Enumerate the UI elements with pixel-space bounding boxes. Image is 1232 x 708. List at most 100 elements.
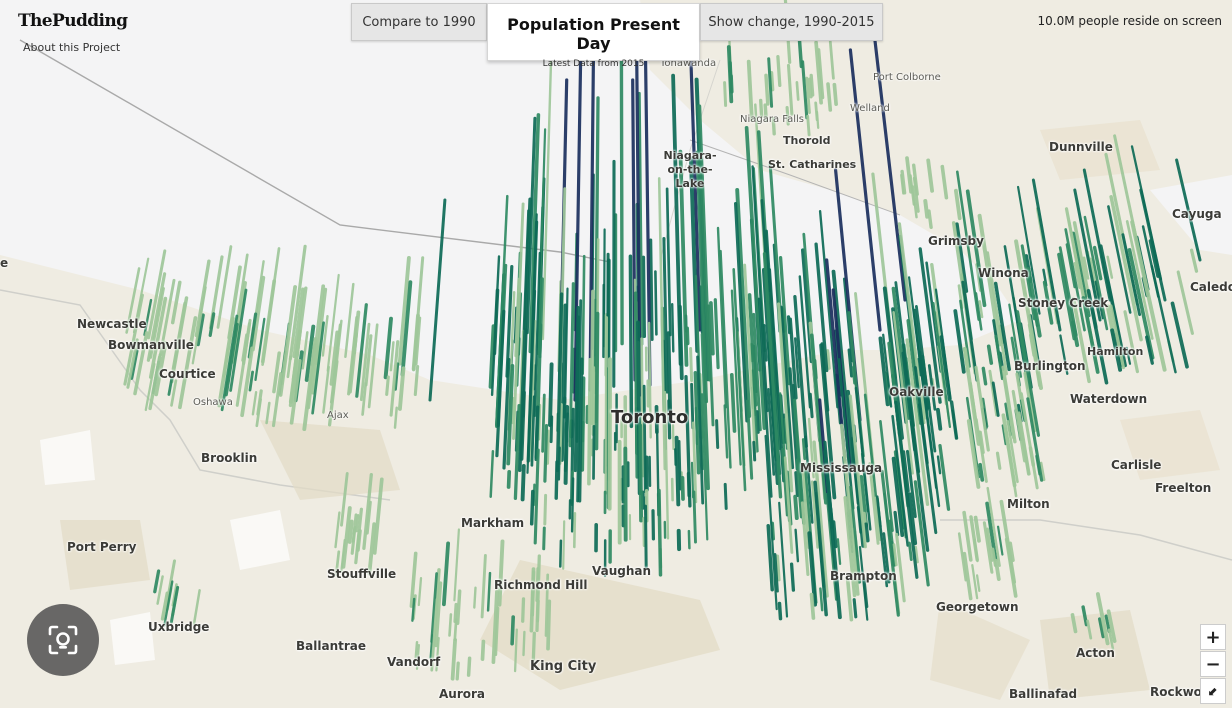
population-bar xyxy=(847,348,854,378)
population-bar xyxy=(959,299,971,368)
population-bar xyxy=(988,369,999,417)
population-bar xyxy=(251,391,258,416)
population-bar xyxy=(490,255,501,396)
population-bar xyxy=(891,414,910,547)
population-bar xyxy=(322,365,330,414)
population-bar xyxy=(354,507,363,565)
population-bar xyxy=(488,324,496,389)
population-bar xyxy=(823,449,842,620)
population-bar xyxy=(208,312,216,337)
population-bar xyxy=(480,639,486,661)
population-bar xyxy=(441,541,451,607)
population-bar xyxy=(715,419,720,449)
population-bar xyxy=(169,585,180,624)
population-bar xyxy=(513,628,518,673)
population-bar xyxy=(775,554,781,582)
population-bar xyxy=(1058,246,1078,337)
population-bar xyxy=(385,375,390,396)
population-bar xyxy=(250,275,266,352)
population-bar xyxy=(706,304,715,427)
population-bar xyxy=(978,300,984,319)
population-bar xyxy=(837,358,855,510)
population-bar xyxy=(167,373,174,396)
population-bar xyxy=(506,363,515,466)
population-bar xyxy=(580,376,586,472)
population-bar xyxy=(939,335,952,402)
population-bar xyxy=(397,256,411,366)
population-bar xyxy=(800,501,810,576)
population-bar xyxy=(286,355,292,379)
population-bar xyxy=(489,449,495,498)
population-bar xyxy=(767,57,774,108)
population-bar xyxy=(1026,397,1044,482)
population-bar xyxy=(581,254,586,376)
population-bar xyxy=(912,176,920,213)
population-bar xyxy=(880,469,900,617)
population-bar xyxy=(559,539,563,568)
population-bar xyxy=(529,567,536,633)
population-bar xyxy=(1026,267,1042,338)
population-bar xyxy=(907,492,918,546)
population-bar xyxy=(746,59,754,122)
population-bar xyxy=(278,285,298,397)
population-bar xyxy=(604,316,609,495)
population-bar xyxy=(905,338,930,506)
population-bar xyxy=(572,511,577,549)
compass-button[interactable]: ⬋ xyxy=(1200,678,1226,704)
population-bar xyxy=(334,511,341,549)
population-bar xyxy=(806,114,811,137)
population-bar xyxy=(716,226,728,409)
population-bar xyxy=(532,364,537,391)
population-bar xyxy=(918,356,941,508)
active-view-panel[interactable]: Population Present Day Latest Data from … xyxy=(487,3,700,69)
zoom-in-button[interactable]: + xyxy=(1200,624,1226,650)
population-bar xyxy=(1004,537,1018,598)
population-bar xyxy=(495,309,506,458)
population-bar xyxy=(812,440,829,598)
population-bar xyxy=(962,347,981,446)
population-bar xyxy=(907,541,913,562)
population-bar xyxy=(640,337,645,478)
population-bar xyxy=(534,405,540,462)
population-bar xyxy=(1130,220,1167,372)
population-bar xyxy=(794,528,800,563)
population-bar xyxy=(216,245,233,329)
population-bar xyxy=(271,372,283,428)
population-bar xyxy=(961,280,979,382)
compare-1990-button[interactable]: Compare to 1990 xyxy=(351,3,487,41)
about-link[interactable]: About this Project xyxy=(23,41,121,54)
population-bar xyxy=(1145,335,1154,365)
population-bar xyxy=(783,456,794,554)
population-bar xyxy=(288,286,308,408)
show-change-button[interactable]: Show change, 1990-2015 xyxy=(700,3,883,41)
population-bar xyxy=(502,357,511,470)
population-bar xyxy=(491,589,499,665)
lens-button[interactable] xyxy=(27,604,99,676)
population-bar xyxy=(389,340,400,417)
population-bar xyxy=(543,424,549,483)
population-bar xyxy=(814,242,829,373)
population-bar xyxy=(927,209,933,230)
population-bar xyxy=(1150,265,1177,374)
population-bar xyxy=(414,640,419,659)
brand-logo[interactable]: ThePudding xyxy=(18,11,128,31)
population-bar xyxy=(902,450,910,493)
population-bar xyxy=(144,362,156,412)
population-bar xyxy=(456,589,462,625)
zoom-out-button[interactable]: − xyxy=(1200,651,1226,677)
population-bar xyxy=(125,267,141,334)
population-bar xyxy=(248,370,255,392)
population-bar xyxy=(757,297,773,498)
population-bar xyxy=(367,323,379,409)
population-bar xyxy=(962,551,973,601)
population-bar xyxy=(1008,303,1023,378)
population-bar xyxy=(1072,221,1091,298)
population-bar xyxy=(1073,188,1102,322)
population-bar xyxy=(1071,296,1091,384)
population-bar xyxy=(751,378,759,453)
population-bar xyxy=(778,256,791,386)
population-bar xyxy=(521,597,526,623)
population-bar xyxy=(1008,541,1015,563)
population-bar xyxy=(389,341,395,372)
